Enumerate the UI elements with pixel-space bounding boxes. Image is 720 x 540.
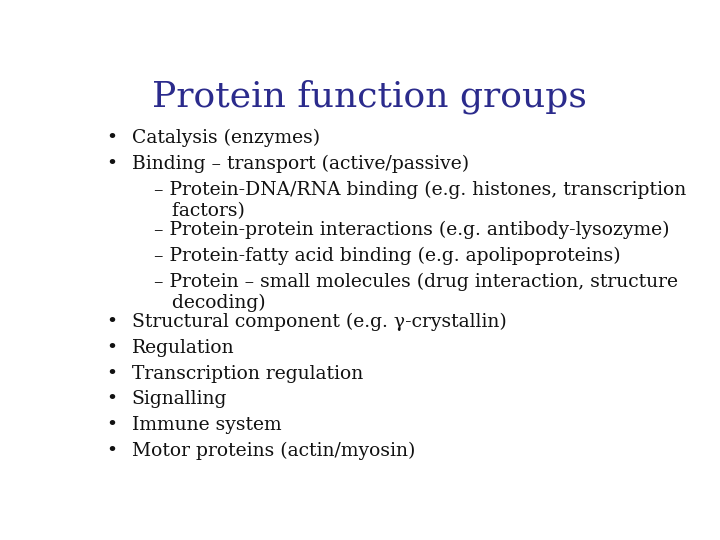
- Text: Signalling: Signalling: [132, 390, 228, 408]
- Text: – Protein-DNA/RNA binding (e.g. histones, transcription
   factors): – Protein-DNA/RNA binding (e.g. histones…: [154, 181, 686, 220]
- Text: Binding – transport (active/passive): Binding – transport (active/passive): [132, 155, 469, 173]
- Text: – Protein-protein interactions (e.g. antibody-lysozyme): – Protein-protein interactions (e.g. ant…: [154, 221, 670, 239]
- Text: Protein function groups: Protein function groups: [152, 79, 586, 114]
- Text: Transcription regulation: Transcription regulation: [132, 364, 363, 383]
- Text: Regulation: Regulation: [132, 339, 235, 357]
- Text: •: •: [107, 155, 118, 173]
- Text: •: •: [107, 416, 118, 434]
- Text: Catalysis (enzymes): Catalysis (enzymes): [132, 129, 320, 147]
- Text: •: •: [107, 339, 118, 357]
- Text: Motor proteins (actin/myosin): Motor proteins (actin/myosin): [132, 442, 415, 460]
- Text: – Protein – small molecules (drug interaction, structure
   decoding): – Protein – small molecules (drug intera…: [154, 273, 678, 312]
- Text: •: •: [107, 442, 118, 460]
- Text: Immune system: Immune system: [132, 416, 282, 434]
- Text: •: •: [107, 364, 118, 383]
- Text: •: •: [107, 390, 118, 408]
- Text: Structural component (e.g. γ-crystallin): Structural component (e.g. γ-crystallin): [132, 313, 507, 331]
- Text: – Protein-fatty acid binding (e.g. apolipoproteins): – Protein-fatty acid binding (e.g. apoli…: [154, 247, 621, 265]
- Text: •: •: [107, 129, 118, 147]
- Text: •: •: [107, 313, 118, 331]
